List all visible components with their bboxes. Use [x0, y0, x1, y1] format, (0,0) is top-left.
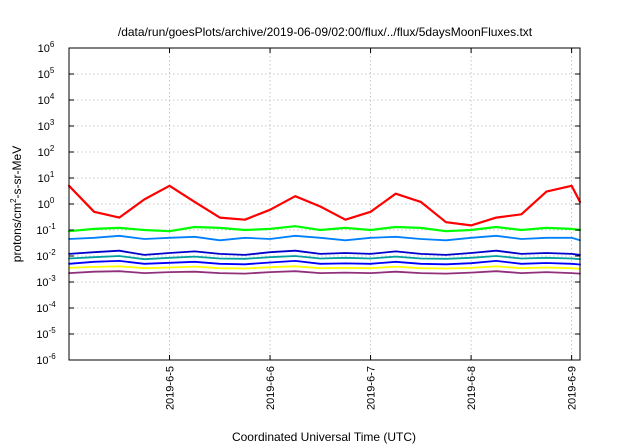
y-tick-exponent: -3 [49, 274, 57, 283]
y-tick-exponent: 1 [50, 170, 55, 179]
series-line [68, 249, 581, 256]
y-tick-label: 10-1 [36, 222, 56, 237]
y-tick-exponent: 3 [50, 118, 55, 127]
y-axis-label: protons/cm2-s-sr-MeV [9, 146, 24, 262]
y-tick-base: 10 [36, 277, 48, 289]
x-tick-label: 2019-6-6 [265, 366, 277, 410]
y-axis-label-superscript: 2 [9, 198, 18, 203]
y-tick-base: 10 [38, 173, 50, 185]
series-line [68, 234, 581, 242]
y-tick-label: 10-5 [36, 326, 56, 341]
series-line [67, 225, 582, 233]
y-tick-base: 10 [36, 355, 48, 367]
y-axis-label-unit: -s-sr-MeV [10, 146, 24, 199]
x-tick-label: 2019-6-9 [567, 366, 579, 410]
y-tick-exponent: -4 [49, 300, 57, 309]
y-axis-label-main: protons/cm [10, 203, 24, 262]
series-line [68, 255, 581, 261]
y-tick-exponent: -5 [49, 326, 57, 335]
y-tick-exponent: -6 [49, 352, 57, 361]
y-tick-exponent: 0 [50, 196, 55, 205]
x-tick-label: 2019-6-8 [466, 366, 478, 410]
series-line [67, 184, 582, 227]
y-tick-label: 101 [38, 170, 55, 185]
y-tick-base: 10 [36, 329, 48, 341]
y-tick-label: 105 [38, 66, 55, 81]
chart-title: /data/run/goesPlots/archive/2019-06-09/0… [118, 25, 533, 39]
y-tick-base: 10 [38, 121, 50, 133]
y-tick-base: 10 [38, 147, 50, 159]
y-tick-base: 10 [38, 43, 50, 55]
y-tick-label: 106 [38, 40, 55, 55]
y-tick-exponent: 5 [50, 66, 55, 75]
axes: 10-610-510-410-310-210-11001011021031041… [36, 40, 580, 410]
y-tick-base: 10 [38, 95, 50, 107]
y-tick-base: 10 [36, 251, 48, 263]
series-line [68, 259, 581, 266]
y-tick-label: 103 [38, 118, 55, 133]
y-tick-label: 10-6 [36, 352, 56, 367]
series-line [68, 265, 581, 270]
y-tick-label: 100 [38, 196, 55, 211]
y-tick-exponent: 6 [50, 40, 55, 49]
x-axis-label: Coordinated Universal Time (UTC) [232, 430, 416, 444]
y-tick-label: 10-4 [36, 300, 56, 315]
y-tick-exponent: 4 [50, 92, 55, 101]
x-tick-label: 2019-6-5 [165, 366, 177, 410]
y-tick-base: 10 [38, 199, 50, 211]
y-tick-exponent: -2 [49, 248, 57, 257]
y-tick-exponent: 2 [50, 144, 55, 153]
y-tick-label: 102 [38, 144, 55, 159]
x-tick-label: 2019-6-7 [366, 366, 378, 410]
y-tick-base: 10 [38, 69, 50, 81]
series-line [68, 270, 581, 275]
series-layer [67, 184, 582, 275]
y-tick-label: 10-3 [36, 274, 56, 289]
grid-lines [69, 48, 580, 360]
y-tick-label: 10-2 [36, 248, 56, 263]
y-tick-label: 104 [38, 92, 55, 107]
y-tick-exponent: -1 [49, 222, 57, 231]
y-tick-base: 10 [36, 303, 48, 315]
y-tick-base: 10 [36, 225, 48, 237]
